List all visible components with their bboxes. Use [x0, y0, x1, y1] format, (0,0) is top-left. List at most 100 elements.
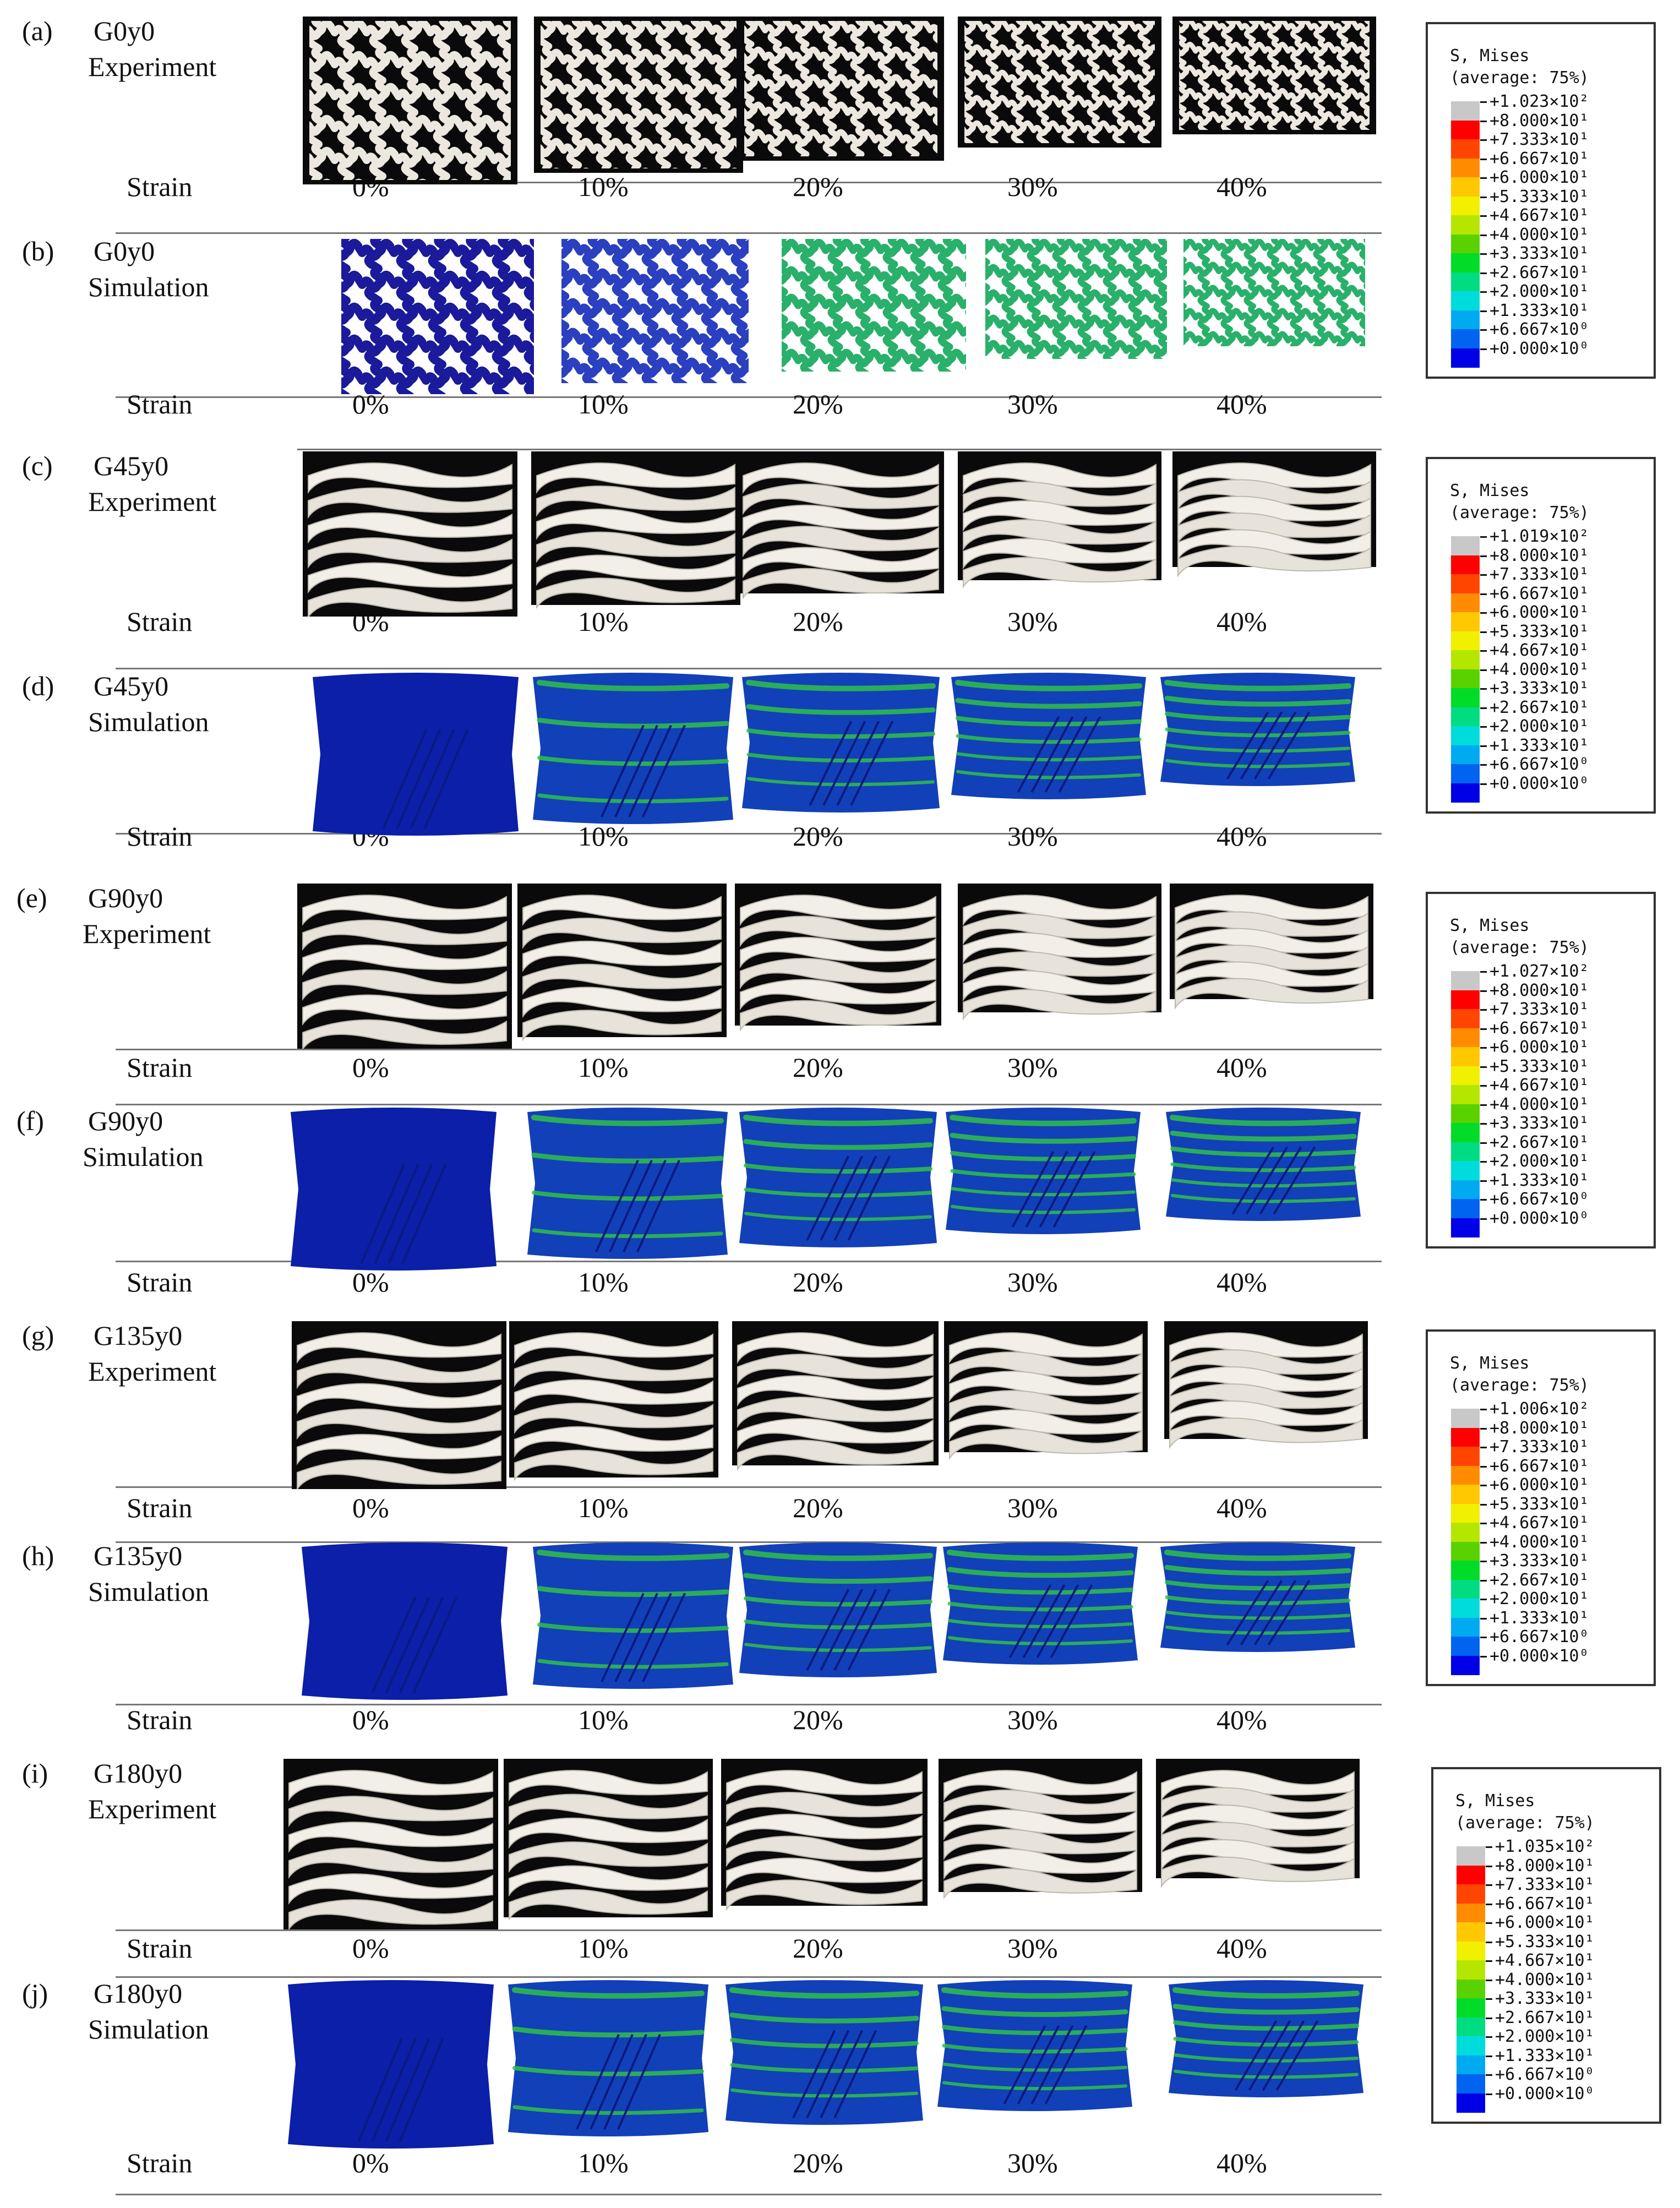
experiment-photo-e-0	[297, 884, 512, 1051]
data-kind: Experiment	[88, 51, 217, 82]
legend-tick	[1480, 1541, 1487, 1544]
legend-level: +8.000×10¹	[1490, 111, 1589, 130]
panel-tag: (i)	[22, 1758, 48, 1789]
legend-tick	[1480, 1180, 1487, 1182]
stress-legend: S, Mises (average: 75%) +1.035×10² +8.000×1…	[1431, 1767, 1661, 2124]
legend-tick	[1480, 1485, 1487, 1486]
legend-tick	[1480, 120, 1487, 122]
legend-tick	[1486, 2017, 1492, 2019]
strain-value: 20%	[793, 1267, 843, 1297]
experiment-photo-i-3	[939, 1759, 1142, 1929]
legend-level: +2.000×10¹	[1490, 1152, 1589, 1171]
legend-tick	[1480, 783, 1487, 785]
stress-legend: S, Mises (average: 75%) +1.023×10² +8.000×1…	[1426, 22, 1656, 379]
row-divider	[116, 232, 1382, 234]
legend-tick	[1486, 2074, 1492, 2076]
legend-level: +3.333×10¹	[1490, 1551, 1589, 1571]
panel-tag: (d)	[22, 670, 54, 701]
legend-tick	[1486, 2055, 1492, 2057]
simulation-contour-d-1	[528, 672, 738, 837]
experiment-photo-g-0	[292, 1321, 506, 1491]
legend-level: +4.667×10¹	[1490, 1513, 1589, 1533]
strain-value: 0%	[352, 1492, 389, 1523]
experiment-photo-a-2	[738, 17, 944, 184]
stress-legend: S, Mises (average: 75%) +1.027×10² +8.000×1…	[1426, 892, 1656, 1249]
strain-value: 10%	[578, 389, 629, 419]
legend-swatch	[1451, 272, 1480, 292]
legend-swatch	[1451, 783, 1480, 803]
legend-tick	[1480, 272, 1487, 274]
simulation-contour-j-2	[721, 1979, 928, 2150]
experiment-photo-c-4	[1172, 451, 1376, 617]
legend-tick	[1480, 1465, 1487, 1468]
stress-legend: S, Mises (average: 75%) +1.006×10² +8.000×1…	[1426, 1329, 1656, 1686]
legend-swatch	[1451, 669, 1480, 689]
legend-swatch	[1451, 253, 1480, 273]
legend-tick	[1480, 1066, 1487, 1068]
legend-tick	[1480, 536, 1487, 538]
legend-swatch	[1451, 101, 1480, 121]
legend-tick	[1480, 348, 1487, 350]
legend-tick	[1480, 1085, 1487, 1087]
legend-tick	[1480, 329, 1487, 331]
legend-swatch	[1451, 1028, 1480, 1048]
legend-swatch	[1451, 1637, 1480, 1656]
legend-tick	[1480, 1047, 1487, 1049]
legend-level: +1.333×10¹	[1490, 301, 1589, 320]
legend-swatch	[1451, 234, 1480, 254]
row-divider	[116, 1104, 1382, 1105]
legend-level: +6.667×10¹	[1490, 149, 1589, 168]
legend-swatch	[1451, 310, 1480, 330]
legend-swatch	[1451, 1561, 1480, 1580]
legend-level: +6.667×10⁰	[1490, 320, 1589, 339]
legend-tick	[1480, 555, 1487, 557]
strain-value: 20%	[793, 389, 843, 419]
stress-legend: S, Mises (average: 75%) +1.019×10² +8.000×1…	[1426, 457, 1656, 814]
legend-tick	[1480, 574, 1487, 576]
legend-swatch	[1451, 196, 1480, 216]
strain-value: 40%	[1217, 1704, 1267, 1735]
legend-tick	[1480, 1447, 1487, 1448]
legend-tick	[1480, 1427, 1487, 1430]
strain-value: 0%	[352, 1267, 389, 1297]
strain-value: 20%	[793, 1492, 843, 1523]
strain-value: 20%	[793, 1704, 843, 1735]
legend-swatch	[1451, 990, 1480, 1010]
legend-swatch	[1451, 1180, 1480, 1200]
legend-level: +7.333×10¹	[1495, 1875, 1595, 1894]
experiment-photo-i-0	[283, 1759, 498, 1931]
legend-swatch	[1451, 1218, 1480, 1237]
legend-swatch	[1451, 612, 1480, 632]
legend-swatch	[1451, 1142, 1480, 1162]
row-divider	[116, 1929, 1382, 1931]
strain-label: Strain	[127, 389, 193, 419]
simulation-contour-b-2	[771, 237, 977, 396]
strain-value: 20%	[793, 2147, 843, 2178]
legend-tick	[1486, 1998, 1492, 2000]
experiment-photo-a-4	[1172, 17, 1376, 184]
experiment-photo-g-1	[509, 1321, 718, 1489]
legend-swatch	[1457, 2036, 1485, 2056]
legend-swatch	[1451, 1485, 1480, 1504]
simulation-contour-f-2	[735, 1106, 941, 1272]
legend-swatch	[1451, 158, 1480, 178]
row-divider	[116, 1486, 1382, 1488]
experiment-photo-i-1	[504, 1759, 713, 1929]
strain-value: 40%	[1217, 821, 1267, 852]
strain-label: Strain	[127, 1933, 193, 1964]
strain-value: 10%	[578, 606, 629, 637]
legend-tick	[1480, 310, 1487, 312]
legend-level: +6.667×10⁰	[1495, 2065, 1595, 2084]
strain-label: Strain	[127, 606, 193, 637]
legend-swatch	[1457, 2074, 1485, 2094]
experiment-photo-c-2	[738, 451, 944, 617]
legend-level: +7.333×10¹	[1490, 1437, 1589, 1457]
legend-level: +6.667×10⁰	[1490, 755, 1589, 774]
legend-tick	[1480, 1523, 1487, 1524]
legend-swatch	[1451, 593, 1480, 613]
row-divider	[116, 1976, 1382, 1978]
legend-level: +8.000×10¹	[1490, 980, 1589, 1000]
legend-level: +6.000×10¹	[1490, 1038, 1589, 1057]
legend-level: +4.000×10¹	[1495, 1970, 1595, 1989]
strain-value: 40%	[1217, 1933, 1267, 1964]
